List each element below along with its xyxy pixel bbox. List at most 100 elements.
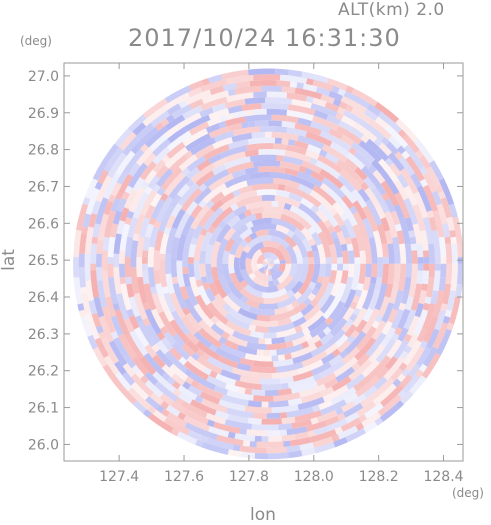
range-bin <box>169 154 188 173</box>
range-bin <box>337 174 356 193</box>
range-bin <box>350 263 361 291</box>
range-bin <box>270 171 291 181</box>
range-bin <box>280 213 305 232</box>
range-bin <box>115 150 136 176</box>
range-bin <box>276 361 304 373</box>
range-bin <box>266 258 273 264</box>
range-bin <box>124 257 132 278</box>
range-bin <box>351 330 360 339</box>
range-bin <box>277 201 286 209</box>
range-bin <box>410 263 418 285</box>
range-bin <box>253 91 267 98</box>
range-bin <box>391 332 400 342</box>
range-bin <box>378 158 399 184</box>
range-bin <box>265 131 272 138</box>
range-bin <box>256 441 284 448</box>
range-bin <box>416 328 428 343</box>
range-bin <box>440 257 447 264</box>
range-bin <box>390 210 401 226</box>
range-bin <box>182 381 191 390</box>
range-bin <box>402 339 422 366</box>
range-bin <box>128 186 146 213</box>
range-bin <box>404 217 414 232</box>
range-bin <box>142 236 151 251</box>
range-bin <box>139 161 157 181</box>
range-bin <box>279 259 286 264</box>
range-bin <box>344 392 359 405</box>
range-bin <box>253 395 274 402</box>
range-bin <box>394 151 404 161</box>
range-bin <box>434 309 446 331</box>
range-bin <box>364 187 380 208</box>
range-bin <box>448 296 461 325</box>
range-bin <box>175 397 185 406</box>
range-bin <box>155 283 164 298</box>
range-bin <box>90 243 98 264</box>
range-bin <box>323 377 339 389</box>
range-bin <box>147 405 157 415</box>
range-bin <box>398 156 415 177</box>
range-bin <box>261 212 282 220</box>
range-bin <box>80 316 93 337</box>
range-bin <box>202 183 228 204</box>
range-bin <box>376 263 384 278</box>
range-bin <box>226 92 254 103</box>
range-bin <box>344 104 354 113</box>
range-bin <box>201 90 230 104</box>
range-bin <box>288 69 303 78</box>
range-bin <box>163 172 186 197</box>
range-bin <box>380 377 395 391</box>
range-bin <box>412 223 423 245</box>
range-bin <box>194 395 204 404</box>
range-bin <box>348 146 358 156</box>
range-bin <box>403 185 418 206</box>
range-bin <box>244 149 259 157</box>
range-bin <box>222 295 241 313</box>
range-bin <box>282 208 302 222</box>
range-bin <box>160 192 169 202</box>
range-bin <box>242 244 252 254</box>
range-bin <box>195 279 203 288</box>
range-bin <box>222 250 230 264</box>
range-bin <box>181 343 195 357</box>
range-bin <box>314 281 323 291</box>
range-bin <box>426 328 440 350</box>
range-bin <box>446 216 455 231</box>
range-bin <box>340 417 362 432</box>
range-bin <box>127 387 152 410</box>
range-bin <box>403 276 412 291</box>
range-bin <box>98 213 109 235</box>
range-bin <box>413 191 429 219</box>
range-bin <box>312 184 337 206</box>
range-bin <box>276 80 291 88</box>
range-bin <box>165 214 176 230</box>
range-bin <box>211 266 219 281</box>
range-bin <box>224 312 250 330</box>
range-bin <box>73 229 82 258</box>
range-bin <box>381 263 390 285</box>
range-bin <box>241 103 262 111</box>
range-bin <box>336 230 347 245</box>
range-bin <box>358 140 383 163</box>
range-bin <box>221 394 249 406</box>
range-bin <box>227 431 236 439</box>
range-bin <box>358 414 368 423</box>
range-bin <box>188 121 210 136</box>
range-bin <box>352 211 369 239</box>
range-bin <box>108 340 128 367</box>
range-bin <box>219 196 240 212</box>
range-bin <box>183 360 209 381</box>
range-bin <box>293 227 307 242</box>
range-bin <box>190 204 203 219</box>
range-bin <box>309 189 334 212</box>
range-bin <box>341 400 356 413</box>
range-bin <box>286 144 307 155</box>
range-bin <box>360 257 367 264</box>
range-bin <box>84 226 94 254</box>
range-bin <box>259 246 277 254</box>
range-bin <box>281 86 296 94</box>
range-bin <box>368 343 386 363</box>
range-bin <box>245 257 254 276</box>
range-bin <box>263 349 271 356</box>
range-bin <box>375 147 390 162</box>
